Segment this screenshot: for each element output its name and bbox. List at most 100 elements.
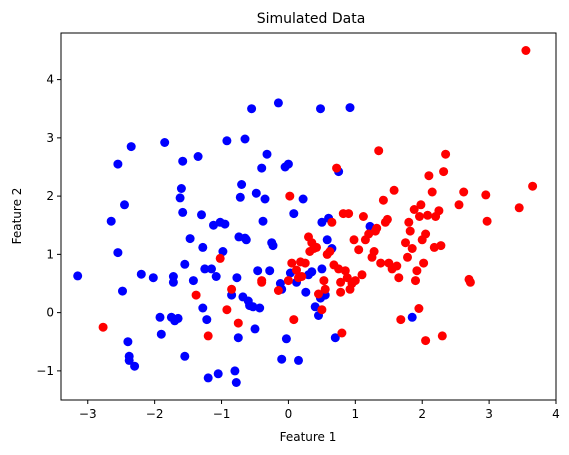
data-point-series-2-18 (300, 258, 310, 268)
data-point-series-2-62 (392, 261, 402, 271)
data-point-series-2-71 (411, 276, 420, 286)
data-point-series-2-82 (427, 187, 437, 197)
data-point-series-2-36 (337, 328, 347, 338)
data-point-series-1-27 (180, 259, 190, 269)
x-tick-label: 1 (352, 407, 360, 421)
data-point-series-1-10 (126, 142, 136, 152)
y-tick-label: 4 (46, 73, 54, 87)
data-point-series-2-99 (257, 277, 267, 287)
data-point-series-1-9 (124, 355, 134, 365)
data-point-series-1-21 (173, 313, 183, 323)
data-point-series-1-34 (200, 264, 210, 274)
data-point-series-2-93 (465, 277, 475, 287)
data-point-series-1-78 (283, 159, 293, 169)
data-point-series-2-86 (436, 241, 446, 251)
data-point-series-1-12 (136, 269, 146, 279)
data-point-series-1-56 (241, 235, 251, 245)
data-point-series-1-3 (113, 159, 123, 169)
data-point-series-1-82 (294, 355, 303, 365)
data-point-series-2-54 (374, 146, 384, 156)
data-point-series-2-79 (421, 336, 431, 346)
data-point-series-1-101 (407, 312, 417, 322)
data-point-series-1-25 (178, 156, 188, 166)
data-point-series-1-40 (213, 369, 223, 379)
data-point-series-1-13 (148, 273, 158, 283)
data-point-series-1-86 (307, 267, 317, 277)
data-point-series-2-44 (350, 276, 360, 286)
data-point-series-1-63 (253, 266, 263, 276)
data-point-series-1-51 (235, 192, 245, 202)
data-point-series-1-15 (156, 329, 166, 339)
data-point-series-2-2 (191, 290, 201, 300)
data-point-series-1-66 (258, 216, 268, 226)
data-point-series-2-23 (312, 242, 321, 252)
x-tick-label: −2 (146, 407, 164, 421)
data-point-series-2-77 (419, 258, 429, 268)
data-point-series-2-27 (320, 284, 330, 294)
data-point-series-1-4 (113, 248, 123, 258)
points-layer (73, 46, 538, 387)
data-point-series-1-5 (118, 286, 127, 296)
data-point-series-1-1 (73, 271, 83, 281)
data-point-series-2-65 (401, 238, 410, 248)
data-point-series-1-29 (188, 276, 198, 286)
data-point-series-2-66 (403, 252, 412, 262)
data-point-series-1-72 (273, 98, 283, 108)
data-point-series-1-83 (298, 194, 308, 204)
data-point-series-2-34 (336, 277, 346, 287)
x-tick-label: 4 (552, 407, 560, 421)
chart-title: Simulated Data (257, 11, 366, 27)
data-point-series-2-3 (203, 331, 213, 341)
data-point-series-1-11 (130, 361, 140, 371)
data-point-series-1-61 (250, 324, 260, 334)
y-axis-label: Feature 2 (10, 188, 24, 245)
data-point-series-2-29 (325, 247, 335, 256)
data-point-series-1-26 (180, 351, 190, 361)
data-point-series-2-73 (414, 304, 424, 313)
data-point-series-1-47 (231, 378, 241, 387)
data-point-series-1-23 (176, 184, 186, 193)
data-point-series-2-6 (227, 284, 237, 294)
data-point-series-2-89 (441, 149, 451, 159)
data-point-series-1-28 (185, 234, 195, 244)
data-point-series-1-46 (230, 366, 240, 376)
data-point-series-2-98 (528, 181, 538, 191)
data-point-series-2-40 (344, 209, 354, 219)
data-point-series-2-17 (297, 272, 307, 281)
data-point-series-1-62 (251, 188, 261, 198)
data-point-series-2-91 (459, 187, 469, 197)
data-point-series-1-77 (281, 334, 291, 344)
data-point-series-1-74 (277, 354, 287, 364)
data-point-series-2-78 (421, 229, 431, 239)
data-point-series-1-35 (202, 315, 212, 325)
data-point-series-2-32 (332, 163, 342, 173)
data-point-series-2-12 (287, 258, 297, 268)
data-point-series-2-90 (454, 200, 464, 210)
data-point-series-2-45 (354, 245, 364, 255)
data-point-series-2-9 (273, 286, 283, 295)
data-point-series-1-60 (248, 302, 258, 312)
data-point-series-2-80 (423, 210, 433, 220)
data-point-series-2-25 (317, 305, 327, 315)
data-point-series-2-81 (424, 171, 434, 181)
x-tick-label: 2 (418, 407, 426, 421)
x-axis-label: Feature 1 (280, 430, 337, 444)
data-point-series-2-43 (349, 235, 359, 245)
data-point-series-2-95 (482, 216, 492, 226)
y-tick-label: 0 (46, 306, 54, 320)
data-point-series-2-10 (283, 276, 293, 286)
data-point-series-2-75 (416, 200, 426, 210)
data-point-series-1-16 (160, 138, 170, 147)
data-point-series-1-36 (203, 373, 213, 383)
ticks-layer: −3 −2 −1 0 1 2 3 4 −1 0 1 2 3 4 (36, 73, 560, 421)
y-tick-label: −1 (36, 364, 54, 378)
data-point-series-2-13 (289, 315, 299, 325)
data-point-series-1-80 (289, 209, 299, 219)
data-point-series-2-53 (372, 223, 382, 233)
data-point-series-1-97 (330, 333, 340, 343)
y-tick-label: 2 (46, 189, 54, 203)
data-point-series-1-94 (322, 235, 332, 245)
data-point-series-2-58 (382, 214, 392, 224)
data-point-series-2-70 (409, 205, 419, 214)
